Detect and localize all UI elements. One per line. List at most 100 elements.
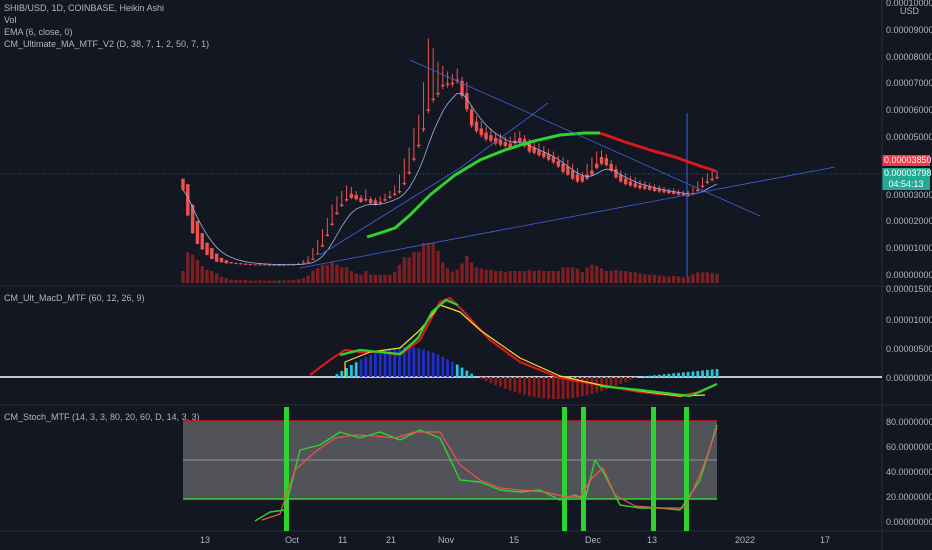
stoch-cross-bar [684,407,689,531]
volume-bar [306,275,310,283]
volume-bar [287,280,291,283]
volume-bar [686,276,690,283]
volume-bar [705,272,710,283]
volume-bar [532,271,536,283]
legend-ultimate-ma[interactable]: CM_Ultimate_MA_MTF_V2 (D, 38, 7, 1, 2, 5… [4,39,210,49]
macd-hist-bar [552,377,555,399]
macd-histogram [335,347,719,399]
volume-bar [604,271,609,283]
candle-body [667,190,671,194]
candle-body [219,257,224,263]
macd-hist-bar [527,377,531,396]
indicator-lines [182,59,836,522]
volume-bar [210,271,214,283]
volume-bar [181,271,185,283]
volume-bar [195,259,200,283]
candle-body [662,190,666,193]
macd-hist-bar [590,377,594,394]
volume-bar [243,279,248,283]
stoch-axis[interactable]: 80.00000000 60.00000000 40.00000000 20.0… [886,417,932,527]
candle-body [277,264,281,266]
volume-bar [662,276,666,283]
legend-ema[interactable]: EMA (6, close, 0) [4,27,73,37]
time-axis-label: 2022 [735,535,755,545]
volume-bar [465,256,469,283]
volume-bar [335,264,339,283]
candle-body [306,261,310,263]
price-axis[interactable]: 0.00010000 USD 0.00009000 0.00008000 0.0… [886,0,932,280]
candle-body [715,176,719,179]
macd-hist-bar [349,365,353,377]
macd-hist-bar [359,359,363,377]
macd-hist-bar [624,377,627,382]
candle-body [368,199,373,204]
volume-bar [239,280,243,283]
volume-bar [450,271,455,283]
stoch-axis-label: 60.00000000 [886,442,932,452]
candle-body [595,163,599,168]
price-badge-red: 0.00003850 [882,155,932,166]
stoch-axis-label: 40.00000000 [886,467,932,477]
volume-bar [373,274,378,283]
volume-bar [585,267,589,283]
volume-bar [364,271,368,283]
candle-body [320,245,325,247]
volume-bar [575,268,580,283]
time-axis-label: Nov [438,535,455,545]
macd-axis-label: 0.00000500 [886,344,932,354]
time-axis[interactable]: 13 Oct 11 21 Nov 15 Dec 13 2022 17 [200,535,830,545]
volume-bar [383,274,387,283]
candle-body [672,191,676,194]
candle-body [378,201,382,204]
candle-body [229,261,233,264]
volume-bar [628,272,633,283]
volume-bar [619,271,623,283]
macd-hist-bar [532,377,536,397]
candle-body [623,178,628,185]
macd-hist-bar [710,369,714,377]
candle-body [282,264,286,266]
macd-hist-bar [407,347,411,377]
price-axis-label: 0.00001000 [886,243,932,253]
macd-hist-bar [566,377,570,399]
candle-body [489,135,493,141]
legend-vol[interactable]: Vol [4,15,17,25]
candle-body [388,196,392,198]
candle-body [258,264,262,266]
macd-hist-bar [677,372,680,377]
stoch-cross-bar [651,407,656,531]
candle-body [570,170,575,179]
candle-body [556,161,560,167]
volume-bar [407,257,411,283]
macd-hist-bar [383,349,387,377]
macd-axis[interactable]: 0.00001500 0.00001000 0.00000500 0.00000… [886,284,932,383]
candle-body [657,189,661,192]
price-axis-label: 0.00006000 [886,105,932,115]
symbol-title[interactable]: SHIB/USD, 1D, COINBASE, Heikin Ashi [4,3,165,13]
volume-bar [277,280,281,283]
candlesticks[interactable] [181,38,719,266]
macd-hist-bar [681,372,685,377]
volume-bar [494,271,498,283]
macd-hist-bar [619,377,623,384]
macd-hist-bar [417,348,421,377]
volume-bar [311,270,315,283]
macd-hist-bar [494,377,498,386]
candle-body [518,137,522,142]
volume-bar [388,274,392,283]
macd-hist-bar [556,377,560,399]
candle-body [412,158,416,160]
macd-hist-bar [503,377,507,389]
candle-body [705,181,710,183]
candle-body [590,170,594,175]
macd-hist-bar [460,367,464,377]
candle-body [628,181,633,186]
stoch-panel-title[interactable]: CM_Stoch_MTF (14, 3, 3, 80, 20, 60, D, 1… [4,412,200,422]
macd-hist-bar [547,377,551,399]
macd-panel-title[interactable]: CM_Ult_MacD_MTF (60, 12, 26, 9) [4,293,145,303]
volume-bar [190,254,195,283]
macd-hist-bar [426,350,430,377]
price-axis-label: 0.00002000 [886,216,932,226]
macd-hist-bar [701,370,704,377]
